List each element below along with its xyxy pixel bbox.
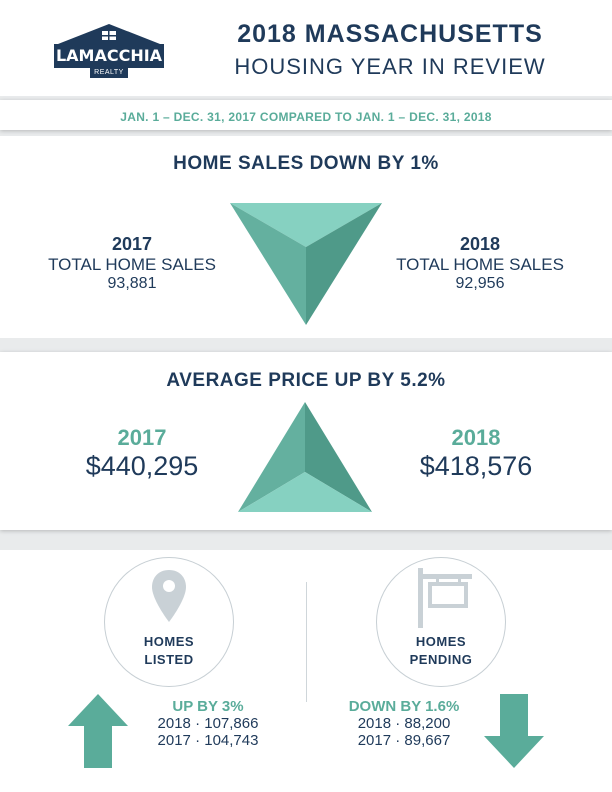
down-triangle-icon (230, 203, 382, 325)
listed-change: UP BY 3% (172, 698, 244, 715)
price-2018-value: $418,576 (419, 451, 533, 481)
sales-2017-value: 93,881 (107, 275, 157, 292)
listed-stats: UP BY 3% 2018 · 107,866 2017 · 104,743 (140, 698, 276, 749)
homes-listed-label-line1: HOMES (143, 634, 195, 649)
pending-2017: 2017 · 89,667 (357, 732, 451, 749)
avg-price-heading: AVERAGE PRICE UP BY 5.2% (166, 370, 446, 391)
price-2017-value: $440,295 (85, 451, 199, 481)
page-title: 2018 MASSACHUSETTS (237, 20, 543, 48)
page-subtitle: HOUSING YEAR IN REVIEW (234, 54, 546, 79)
map-pin-icon (152, 570, 186, 622)
listed-2018: 2018 · 107,866 (157, 715, 259, 732)
logo-wordmark: LAMACCHIA (55, 46, 163, 65)
section-divider (306, 582, 307, 702)
sales-2018: 2018 TOTAL HOME SALES 92,956 (380, 234, 580, 293)
house-logo-icon (54, 24, 164, 78)
listed-2017: 2017 · 104,743 (157, 732, 259, 749)
company-logo: LAMACCHIA REALTY (50, 22, 168, 80)
home-sales-heading: HOME SALES DOWN BY 1% (173, 153, 439, 174)
sales-2017: 2017 TOTAL HOME SALES 93,881 (32, 234, 232, 293)
homes-pending-label-line1: HOMES (415, 634, 467, 649)
sales-2017-label: TOTAL HOME SALES (48, 255, 216, 274)
sales-2018-label: TOTAL HOME SALES (396, 255, 564, 274)
date-card (0, 100, 612, 130)
price-2017-year: 2017 (117, 425, 167, 450)
pending-stats: DOWN BY 1.6% 2018 · 88,200 2017 · 89,667 (334, 698, 474, 749)
homes-pending-label-line2: PENDING (409, 652, 473, 667)
down-arrow-icon (484, 694, 544, 768)
sign-post-icon (418, 568, 472, 628)
up-arrow-icon (68, 694, 128, 768)
homes-pending-label: HOMES PENDING (377, 633, 505, 669)
sales-2018-year: 2018 (459, 234, 501, 254)
price-2018-year: 2018 (451, 425, 501, 450)
date-range: JAN. 1 – DEC. 31, 2017 COMPARED TO JAN. … (120, 110, 492, 124)
sales-2017-year: 2017 (111, 234, 153, 254)
homes-listed-label: HOMES LISTED (105, 633, 233, 669)
pending-change: DOWN BY 1.6% (348, 698, 460, 715)
pending-2018: 2018 · 88,200 (357, 715, 451, 732)
price-2017: 2017 $440,295 (42, 425, 242, 482)
logo-subtitle: REALTY (94, 69, 124, 76)
price-2018: 2018 $418,576 (376, 425, 576, 482)
sales-2018-value: 92,956 (455, 275, 505, 292)
up-triangle-icon (238, 402, 372, 512)
homes-listed-label-line2: LISTED (144, 652, 194, 667)
